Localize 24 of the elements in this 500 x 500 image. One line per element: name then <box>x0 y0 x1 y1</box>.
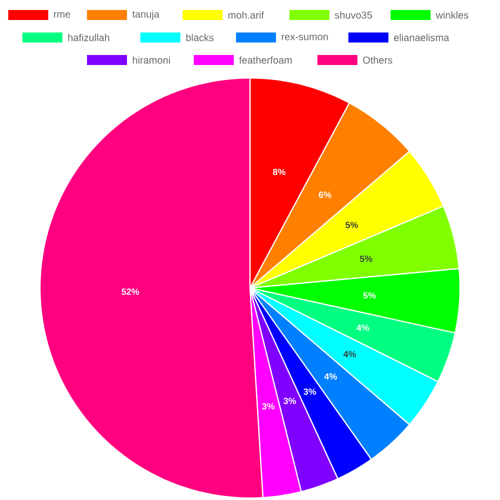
legend-label: hafizullah <box>68 34 110 42</box>
data-label: 8% <box>272 168 286 176</box>
legend-label: tanuja <box>132 10 160 20</box>
legend-label: elianaelisma <box>394 34 450 42</box>
data-label: 4% <box>324 373 337 380</box>
data-label: 5% <box>360 256 372 262</box>
legend-label: shuvo35 <box>334 11 372 19</box>
data-label: 3% <box>262 403 275 410</box>
legend-label: rme <box>54 12 70 18</box>
legend-label: winkles <box>436 11 468 19</box>
data-label: 4% <box>343 350 356 358</box>
data-label: 52% <box>122 288 140 295</box>
legend-label: blacks <box>186 34 214 42</box>
legend-label: rex-sumon <box>282 34 328 40</box>
data-label: 6% <box>318 192 332 198</box>
data-label: 4% <box>356 324 370 331</box>
legend-label: hiramoni <box>132 56 170 64</box>
data-label: 5% <box>346 222 358 228</box>
legend-label: moh.arif <box>228 11 264 19</box>
data-label: 3% <box>283 398 296 404</box>
data-label: 3% <box>304 388 316 395</box>
data-label: 5% <box>363 292 376 299</box>
legend-label: featherfoam <box>239 56 292 64</box>
legend-label: Others <box>363 56 392 64</box>
